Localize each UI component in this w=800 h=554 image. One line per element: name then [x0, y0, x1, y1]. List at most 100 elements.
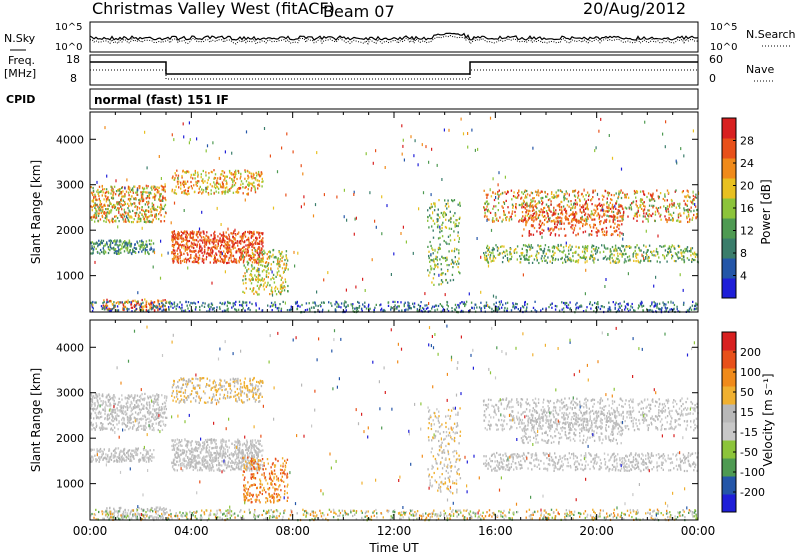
- power-dots-cell: [238, 231, 240, 234]
- power-dots-cell: [653, 250, 655, 253]
- power-dots-cell: [256, 284, 259, 287]
- power-dots-cell: [108, 219, 110, 222]
- power-dots-cell: [171, 257, 174, 261]
- power-dots-cell: [278, 251, 280, 254]
- power-dots-cell: [234, 174, 236, 178]
- power-dots-cell: [187, 307, 189, 310]
- power-dots-cell: [196, 181, 199, 184]
- power-dots-cell: [435, 264, 437, 267]
- power-dots-cell: [173, 243, 176, 246]
- power-dots-cell: [287, 284, 289, 288]
- power-dots-cell: [483, 215, 486, 218]
- power-dots-cell: [677, 255, 679, 259]
- power-dots-cell: [240, 252, 243, 255]
- vel-dots-cell: [120, 410, 122, 413]
- power-dots-cell: [500, 300, 502, 304]
- power-dots-cell: [652, 192, 654, 195]
- power-dots-cell: [122, 195, 124, 198]
- power-dots-cell: [561, 211, 563, 214]
- power-dots-cell: [548, 219, 550, 222]
- power-dots-cell: [436, 220, 438, 223]
- power-dots-cell: [212, 242, 215, 245]
- power-dots-cell: [539, 231, 541, 234]
- power-dots-cell: [223, 303, 226, 306]
- power-dots-cell: [124, 186, 126, 190]
- power-dots-cell: [164, 308, 166, 311]
- vel-dots-cell: [145, 403, 148, 406]
- power-dots-cell: [116, 201, 118, 204]
- power-dots-cell: [106, 298, 108, 301]
- power-dots-cell: [140, 220, 142, 223]
- power-dots-cell: [444, 205, 447, 208]
- power-dots-cell: [142, 191, 144, 194]
- power-dots-cell: [505, 192, 508, 195]
- power-dots-cell: [177, 261, 180, 264]
- power-dots-cell: [533, 212, 536, 215]
- power-dots-cell: [589, 256, 592, 259]
- power-dots-cell: [570, 258, 572, 261]
- power-dots-cell: [205, 149, 207, 153]
- power-dots-cell: [623, 300, 625, 303]
- power-dots-cell: [102, 247, 104, 250]
- power-dots-cell: [573, 202, 575, 206]
- power-dots-cell: [220, 173, 222, 176]
- power-dots-cell: [504, 251, 506, 254]
- power-dots-cell: [536, 207, 538, 210]
- power-dots-cell: [283, 285, 285, 288]
- power-dots-cell: [105, 198, 108, 201]
- power-dots-cell: [102, 306, 105, 309]
- power-dots-cell: [194, 255, 197, 258]
- power-dots-cell: [185, 247, 187, 250]
- power-dots-cell: [534, 308, 536, 312]
- power-dots-cell: [346, 218, 348, 222]
- power-dots-cell: [177, 252, 179, 256]
- power-dots-cell: [139, 240, 141, 243]
- power-dots-cell: [187, 266, 189, 270]
- power-dots-cell: [540, 208, 542, 211]
- power-dots-cell: [582, 310, 585, 313]
- power-dots-cell: [127, 301, 129, 304]
- power-dots-cell: [173, 237, 176, 240]
- power-dots-cell: [100, 211, 102, 214]
- power-dots-cell: [599, 223, 601, 226]
- power-dots-cell: [610, 193, 613, 197]
- power-dots-cell: [531, 209, 534, 212]
- power-dots-cell: [246, 270, 248, 273]
- power-dots-cell: [238, 187, 240, 190]
- power-dots-cell: [287, 268, 289, 271]
- power-dots-cell: [512, 195, 515, 198]
- power-dots-cell: [91, 241, 94, 244]
- power-dots-cell: [670, 300, 672, 304]
- power-colorbar-segment: [722, 118, 736, 139]
- power-dots-cell: [119, 243, 121, 246]
- power-dots-cell: [197, 236, 199, 239]
- power-dots-cell: [282, 270, 285, 274]
- power-dots-cell: [118, 251, 120, 254]
- power-dots-cell: [621, 219, 623, 222]
- power-dots-cell: [94, 212, 96, 215]
- power-dots-cell: [107, 198, 109, 201]
- power-dots-cell: [243, 245, 245, 248]
- power-dots-cell: [438, 199, 440, 202]
- power-dots-cell: [213, 185, 216, 188]
- power-dots-cell: [95, 241, 98, 244]
- power-dots-cell: [442, 212, 445, 215]
- power-dots-cell: [175, 236, 177, 239]
- power-dots-cell: [226, 246, 228, 249]
- vel-dots-cell: [137, 422, 140, 425]
- power-dots-cell: [520, 252, 522, 255]
- power-dots-cell: [692, 199, 694, 202]
- power-dots-cell: [564, 253, 567, 256]
- power-dots-cell: [350, 303, 352, 306]
- power-dots-cell: [163, 186, 165, 189]
- power-dots-cell: [580, 206, 583, 209]
- power-dots-cell: [439, 243, 441, 246]
- power-dots-cell: [125, 220, 127, 223]
- power-dots-cell: [248, 243, 250, 246]
- power-dots-cell: [279, 303, 281, 306]
- power-dots-cell: [114, 239, 116, 242]
- power-dots-cell: [521, 206, 523, 209]
- power-dots-cell: [197, 231, 199, 234]
- power-dots-cell: [185, 182, 187, 185]
- power-dots-cell: [250, 282, 253, 285]
